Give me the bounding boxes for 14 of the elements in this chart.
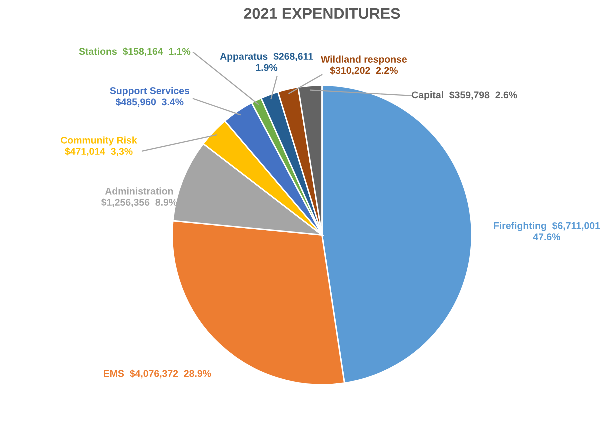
slice-label: Capital $359,798 2.6% <box>412 91 518 101</box>
slice-label: EMS $4,076,372 28.9% <box>104 370 212 379</box>
data-label: $485,960 3.4% <box>116 98 184 107</box>
slice-label: Apparatus $268,611 1.9% <box>220 52 314 72</box>
slice-label: Firefighting $6,711,001 47.6% <box>494 222 600 241</box>
chart-title: 2021 EXPENDITURES <box>244 8 400 20</box>
slice-label: Wildland response <box>321 56 408 65</box>
slice-label: Stations $158,164 1.1% <box>79 48 191 56</box>
data-label: $471,014 3,3% <box>65 148 133 156</box>
slice-label: Support Services <box>110 87 190 96</box>
slice-label: Administration <box>105 188 174 195</box>
slice-label: Community Risk <box>61 136 138 146</box>
data-label: $1,256,356 8.9% <box>101 198 178 208</box>
data-label: $310,202 2.2% <box>330 66 398 76</box>
